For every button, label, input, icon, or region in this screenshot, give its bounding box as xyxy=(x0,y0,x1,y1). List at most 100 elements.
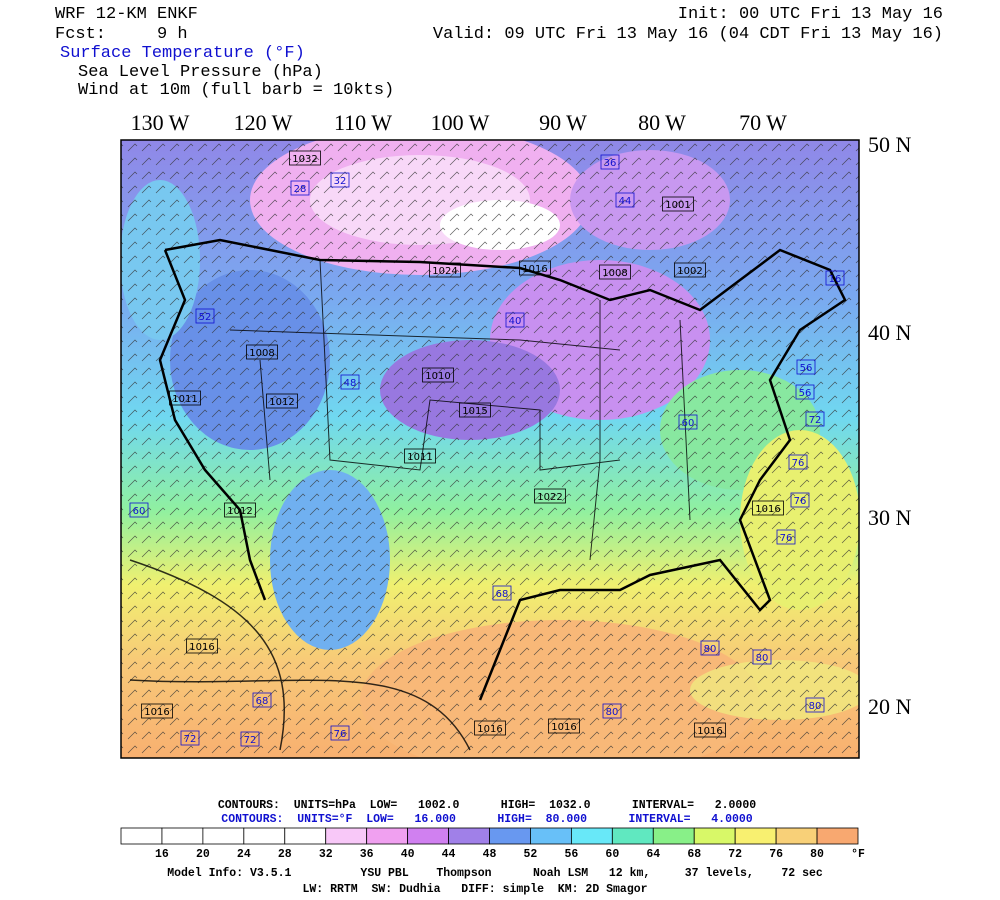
contour-label: 60 xyxy=(133,506,146,517)
colorbar-tick-label: 72 xyxy=(728,848,742,861)
forecast-hour: Fcst: 9 h xyxy=(55,25,188,44)
colorbar-tick-label: 52 xyxy=(524,848,538,861)
colorbar-tick-label: 16 xyxy=(155,848,169,861)
contour-label: 80 xyxy=(809,701,822,712)
colorbar-tick-label: 60 xyxy=(605,848,619,861)
contour-label: 1002 xyxy=(677,266,702,277)
colorbar-swatch xyxy=(284,827,327,845)
contour-label: 1016 xyxy=(477,724,502,735)
colorbar-swatch xyxy=(120,827,163,845)
label-box xyxy=(340,374,360,390)
contour-label: 1015 xyxy=(462,406,487,417)
label-box xyxy=(752,500,784,516)
label-box xyxy=(796,359,816,375)
contour-label: 76 xyxy=(792,458,805,469)
contour-label: 80 xyxy=(756,653,769,664)
colorbar-tick-label: 32 xyxy=(319,848,333,861)
label-box xyxy=(602,703,622,719)
label-box xyxy=(505,312,525,328)
label-box xyxy=(186,638,218,654)
colorbar-unit: °F xyxy=(851,848,865,861)
contour-label: 1001 xyxy=(665,200,690,211)
longitude-label: 70 W xyxy=(739,110,787,135)
field-label: Wind at 10m (full barb = 10kts) xyxy=(78,81,394,100)
colorbar-swatch xyxy=(611,827,654,845)
contour-label: 1008 xyxy=(602,268,627,279)
label-box xyxy=(290,180,310,196)
label-box xyxy=(825,270,845,286)
colorbar-tick-label: 56 xyxy=(564,848,578,861)
label-box xyxy=(474,720,506,736)
colorbar-tick-label: 20 xyxy=(196,848,210,861)
label-box xyxy=(404,448,436,464)
label-box xyxy=(169,390,201,406)
contour-label: 16 xyxy=(829,274,842,285)
label-box xyxy=(795,384,815,400)
label-box xyxy=(492,585,512,601)
contour-label: 68 xyxy=(256,696,269,707)
contour-label: 1016 xyxy=(522,264,547,275)
contour-label: 1012 xyxy=(269,397,294,408)
contour-label: 72 xyxy=(244,735,257,746)
label-box xyxy=(678,414,698,430)
longitude-label: 110 W xyxy=(334,110,392,135)
colorbar-swatch xyxy=(407,827,449,845)
contour-label: 1012 xyxy=(227,506,252,517)
longitude-label: 130 W xyxy=(131,110,190,135)
label-box xyxy=(788,454,808,470)
label-box xyxy=(330,172,350,188)
contour-label: 1016 xyxy=(697,726,722,737)
contour-label: 72 xyxy=(184,734,197,745)
contour-label: 76 xyxy=(780,533,793,544)
colorbar-swatch xyxy=(775,827,818,845)
label-box xyxy=(459,402,491,418)
label-box xyxy=(519,260,551,276)
contour-label: 72 xyxy=(809,415,822,426)
contour-label: 44 xyxy=(619,196,632,207)
contour-label: 1011 xyxy=(407,452,432,463)
label-box xyxy=(266,393,298,409)
contour-label: 1016 xyxy=(189,642,214,653)
contour-label: 32 xyxy=(334,176,347,187)
colorbar-tick-label: 40 xyxy=(401,848,415,861)
colorbar-swatch xyxy=(652,827,695,845)
contour-label: 80 xyxy=(704,644,717,655)
latitude-label: 40 N xyxy=(868,320,912,345)
colorbar-swatch xyxy=(734,827,777,845)
contour-label: 1008 xyxy=(249,348,274,359)
label-box xyxy=(289,150,321,166)
latitude-label: 30 N xyxy=(868,505,912,530)
label-box xyxy=(600,154,620,170)
contour-label: 76 xyxy=(334,729,347,740)
colorbar-swatch xyxy=(816,827,859,845)
map xyxy=(121,140,859,758)
colorbar-tick-label: 48 xyxy=(483,848,497,861)
longitude-label: 120 W xyxy=(234,110,293,135)
field-label: Sea Level Pressure (hPa) xyxy=(78,63,323,82)
label-box xyxy=(246,344,278,360)
label-box xyxy=(752,649,772,665)
valid-time: Valid: 09 UTC Fri 13 May 16 (04 CDT Fri … xyxy=(433,25,943,44)
contour-label: 1016 xyxy=(551,722,576,733)
contour-label: 80 xyxy=(606,707,619,718)
model-title: WRF 12-KM ENKF xyxy=(55,5,198,24)
label-box xyxy=(662,196,694,212)
colorbar-swatch xyxy=(448,827,490,845)
label-box xyxy=(429,262,461,278)
longitude-label: 100 W xyxy=(431,110,490,135)
map-frame xyxy=(120,139,860,759)
label-box xyxy=(599,264,631,280)
contour-label: 1022 xyxy=(537,492,562,503)
label-box xyxy=(548,718,580,734)
label-box xyxy=(674,262,706,278)
colorbar-swatch xyxy=(693,827,736,845)
label-box xyxy=(422,367,454,383)
contour-label: 1016 xyxy=(144,707,169,718)
longitude-label: 80 W xyxy=(638,110,686,135)
label-box xyxy=(805,411,825,427)
label-box xyxy=(180,730,200,746)
contour-label: 1032 xyxy=(292,154,317,165)
colorbar-tick-label: 68 xyxy=(687,848,701,861)
colorbar-swatch xyxy=(325,827,368,845)
